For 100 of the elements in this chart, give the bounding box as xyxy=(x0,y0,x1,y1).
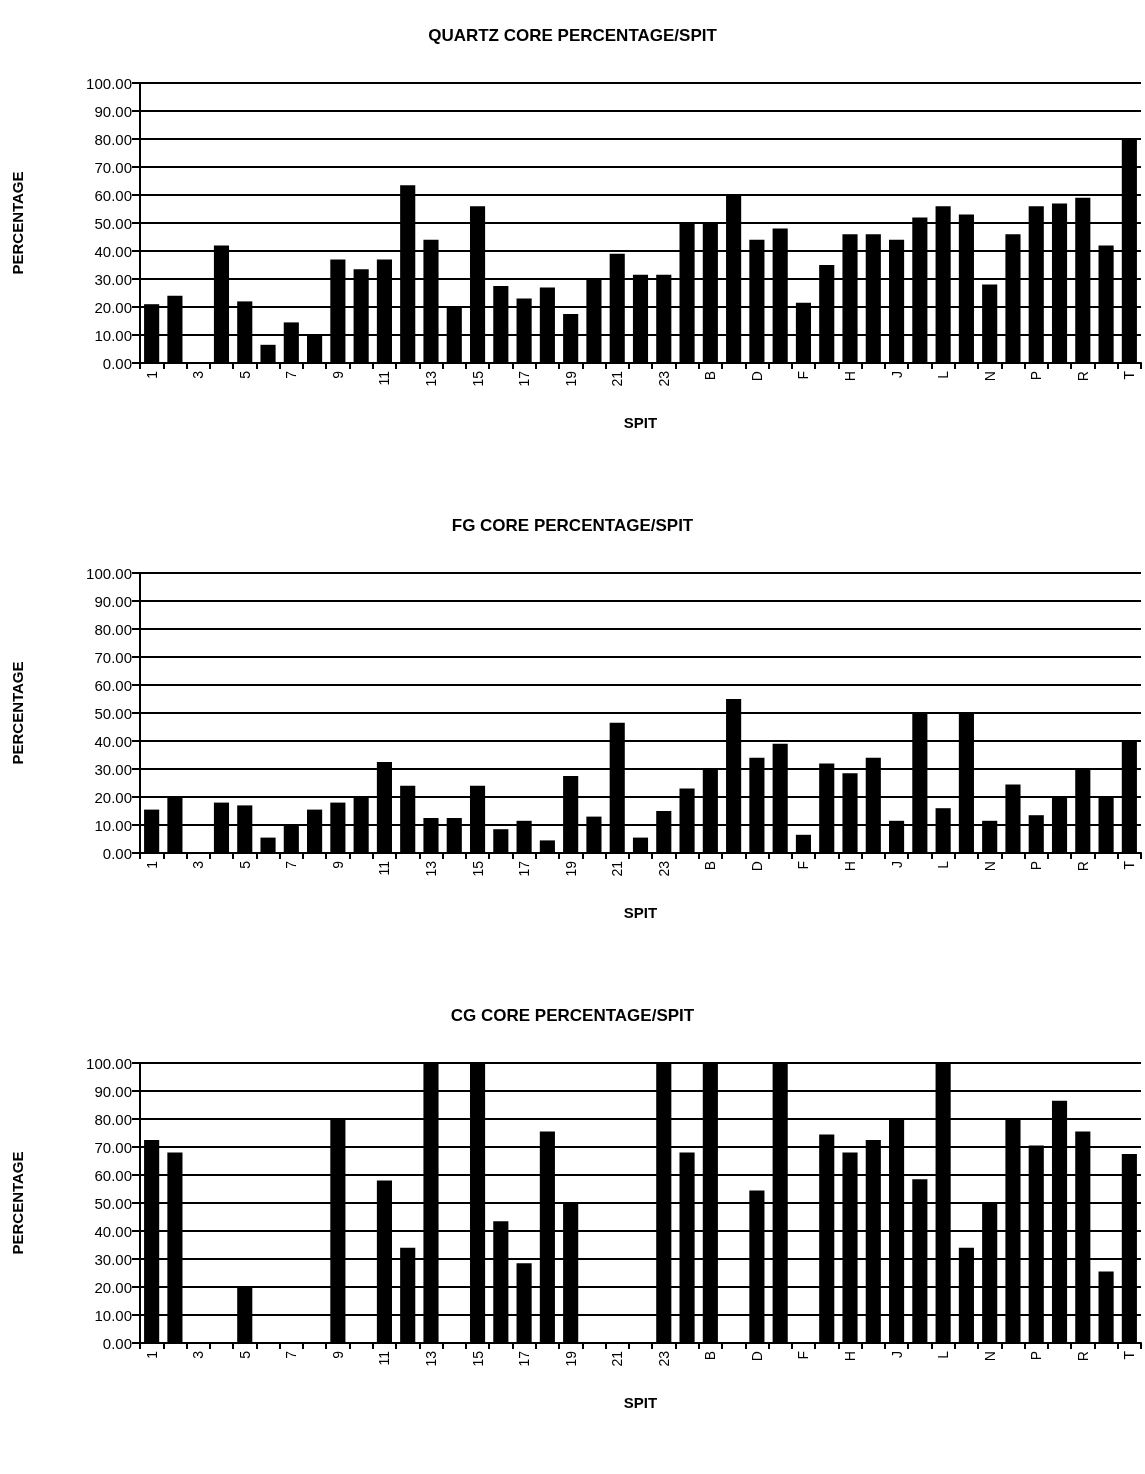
x-tick-label: 17 xyxy=(516,370,533,387)
bar xyxy=(260,837,276,853)
y-tick-label: 50.00 xyxy=(94,1194,132,1212)
x-tick-label: N xyxy=(981,861,998,872)
x-axis-title: SPIT xyxy=(623,414,658,431)
x-tick-label: 1 xyxy=(143,370,160,379)
chart-title: QUARTZ CORE PERCENTAGE/SPIT xyxy=(428,26,718,45)
x-tick-label: 11 xyxy=(376,370,393,386)
x-tick-label: 15 xyxy=(469,860,486,877)
x-tick-label: 5 xyxy=(236,860,253,869)
x-tick-label: R xyxy=(1074,861,1091,872)
x-tick-label: D xyxy=(748,371,765,382)
x-tick-label: 9 xyxy=(329,1350,346,1359)
x-tick-label: H xyxy=(842,861,859,872)
y-tick-label: 10.00 xyxy=(94,326,132,344)
x-tick-label: R xyxy=(1074,1351,1091,1362)
x-tick-label: H xyxy=(842,371,859,382)
x-tick-label: 17 xyxy=(516,860,533,877)
x-tick-label: N xyxy=(981,1351,998,1362)
y-tick-label: 30.00 xyxy=(94,270,132,288)
x-tick-label: 9 xyxy=(329,370,346,379)
x-tick-label: P xyxy=(1028,1351,1045,1361)
x-tick-label: 19 xyxy=(562,860,579,877)
x-tick-label: 3 xyxy=(190,370,207,379)
x-tick-label: 3 xyxy=(190,860,207,869)
x-tick-label: 23 xyxy=(655,370,672,387)
y-tick-label: 30.00 xyxy=(94,760,132,778)
y-tick-label: 20.00 xyxy=(94,1278,132,1296)
x-tick-label: 1 xyxy=(143,1350,160,1359)
y-tick-label: 40.00 xyxy=(94,1222,132,1240)
x-tick-label: P xyxy=(1028,371,1045,381)
x-axis-title: SPIT xyxy=(623,1394,658,1411)
y-tick-label: 50.00 xyxy=(94,704,132,722)
x-tick-label: 19 xyxy=(562,370,579,387)
x-tick-label: 15 xyxy=(469,370,486,387)
x-tick-label: B xyxy=(702,1351,719,1361)
x-tick-label: L xyxy=(935,1350,952,1359)
y-tick-label: 60.00 xyxy=(94,1166,132,1184)
y-tick-label: 80.00 xyxy=(94,1110,132,1128)
y-tick-label: 60.00 xyxy=(94,676,132,694)
y-tick-label: 0.00 xyxy=(102,1334,132,1352)
x-tick-label: T xyxy=(1121,860,1138,870)
x-tick-label: L xyxy=(935,370,952,379)
x-tick-label: B xyxy=(702,861,719,871)
x-tick-label: L xyxy=(935,860,952,869)
y-tick-label: 80.00 xyxy=(94,620,132,638)
x-tick-label: 1 xyxy=(143,860,160,869)
bar xyxy=(795,834,812,853)
y-tick-label: 0.00 xyxy=(102,354,132,372)
x-tick-label: 5 xyxy=(236,370,253,379)
x-tick-label: 7 xyxy=(283,860,300,869)
y-tick-label: 70.00 xyxy=(94,158,132,176)
y-tick-label: 40.00 xyxy=(94,732,132,750)
x-tick-label: R xyxy=(1074,371,1091,382)
x-tick-label: 7 xyxy=(283,1350,300,1359)
y-tick-label: 90.00 xyxy=(94,102,132,120)
x-tick-label: D xyxy=(748,861,765,872)
x-tick-label: 15 xyxy=(469,1350,486,1367)
x-tick-label: T xyxy=(1121,370,1138,380)
x-tick-label: 11 xyxy=(376,860,393,876)
y-tick-label: 10.00 xyxy=(94,1306,132,1324)
chart-title: CG CORE PERCENTAGE/SPIT xyxy=(450,1006,695,1025)
x-tick-label: 17 xyxy=(516,1350,533,1367)
x-tick-label: P xyxy=(1028,861,1045,871)
y-tick-label: 100.00 xyxy=(86,1054,132,1072)
chart-title: FG CORE PERCENTAGE/SPIT xyxy=(451,516,694,535)
x-tick-label: 11 xyxy=(376,1350,393,1366)
x-tick-label: 7 xyxy=(283,370,300,379)
x-tick-label: 21 xyxy=(609,1350,626,1367)
bar xyxy=(539,840,555,853)
x-tick-label: 23 xyxy=(655,860,672,877)
x-tick-label: 19 xyxy=(562,1350,579,1367)
x-tick-label: 23 xyxy=(655,1350,672,1367)
y-axis-title: PERCENTAGE xyxy=(9,171,26,275)
x-tick-label: 5 xyxy=(236,1350,253,1359)
x-tick-label: 21 xyxy=(609,860,626,877)
bar xyxy=(632,837,649,853)
x-tick-label: F xyxy=(795,861,812,870)
x-tick-label: H xyxy=(842,1351,859,1362)
y-tick-label: 10.00 xyxy=(94,816,132,834)
y-tick-label: 40.00 xyxy=(94,242,132,260)
y-tick-label: 30.00 xyxy=(94,1250,132,1268)
x-tick-label: D xyxy=(748,1351,765,1362)
x-tick-label: 13 xyxy=(422,370,439,387)
bar xyxy=(493,829,509,853)
y-tick-label: 90.00 xyxy=(94,1082,132,1100)
y-tick-label: 100.00 xyxy=(86,74,132,92)
y-tick-label: 0.00 xyxy=(102,844,132,862)
y-tick-label: 20.00 xyxy=(94,298,132,316)
x-tick-label: B xyxy=(702,371,719,381)
y-tick-label: 90.00 xyxy=(94,592,132,610)
x-tick-label: J xyxy=(888,371,905,378)
y-tick-label: 70.00 xyxy=(94,1138,132,1156)
x-tick-label: 21 xyxy=(609,370,626,387)
y-tick-label: 20.00 xyxy=(94,788,132,806)
bar xyxy=(260,344,276,363)
x-tick-label: 9 xyxy=(329,860,346,869)
y-axis-title: PERCENTAGE xyxy=(9,1151,26,1255)
x-tick-label: J xyxy=(888,1351,905,1358)
x-tick-label: T xyxy=(1121,1350,1138,1360)
